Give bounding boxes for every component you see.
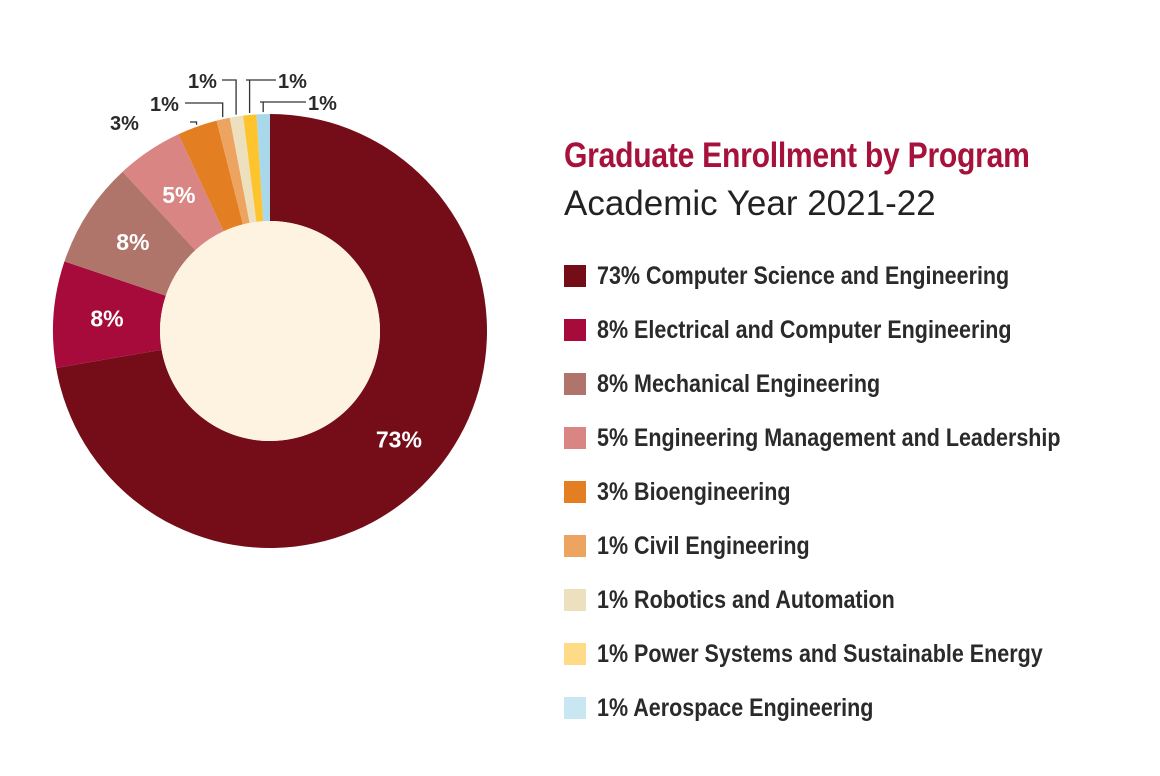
slice-value-label: 1%	[278, 71, 307, 93]
slice-mechanical-engineering	[64, 171, 196, 296]
legend-swatch	[564, 643, 586, 665]
legend-swatch	[564, 319, 586, 341]
chart-subtitle: Academic Year 2021-22	[564, 184, 936, 223]
leader-line	[246, 79, 276, 113]
slice-computer-science-and-engineering	[56, 114, 487, 548]
legend-swatch	[564, 265, 586, 287]
slice-value-label: 1%	[150, 94, 179, 116]
legend-item: 1% Civil Engineering	[564, 519, 1136, 573]
legend-item: 5% Engineering Management and Leadership	[564, 411, 1136, 465]
legend-label: 1% Aerospace Engineering	[597, 693, 874, 722]
leader-line	[185, 102, 224, 118]
slice-value-label: 1%	[188, 71, 217, 93]
slice-value-label: 1%	[308, 93, 337, 115]
legend-label: 8% Mechanical Engineering	[597, 369, 881, 398]
legend-item: 73% Computer Science and Engineering	[564, 249, 1136, 303]
slice-bioengineering	[178, 120, 243, 232]
leader-line	[190, 121, 198, 125]
legend-label: 5% Engineering Management and Leadership	[597, 423, 1061, 452]
slice-value-label: 5%	[162, 182, 195, 208]
legend-item: 1% Robotics and Automation	[564, 573, 1136, 627]
legend-label: 1% Civil Engineering	[597, 531, 810, 560]
donut-hole	[160, 221, 380, 441]
legend-label: 73% Computer Science and Engineering	[597, 261, 1010, 290]
slice-value-label: 73%	[376, 427, 422, 453]
legend-label: 1% Power Systems and Sustainable Energy	[597, 639, 1043, 668]
slice-power-systems-and-sustainable-energy	[243, 114, 264, 222]
slice-electrical-and-computer-engineering	[52, 261, 166, 368]
slice-aerospace-engineering	[256, 114, 270, 222]
donut-chart: 73%8%8%5%3%1%1% 1%1%	[52, 71, 487, 548]
legend-label: 8% Electrical and Computer Engineering	[597, 315, 1012, 344]
legend-item: 1% Power Systems and Sustainable Energy	[564, 627, 1136, 681]
chart-title: Graduate Enrollment by Program	[564, 136, 1030, 175]
leader-line	[222, 79, 237, 115]
legend-item: 3% Bioengineering	[564, 465, 1136, 519]
legend-label: 3% Bioengineering	[597, 477, 791, 506]
slice-civil-engineering	[216, 117, 250, 225]
slice-value-label: 8%	[90, 305, 123, 331]
legend-swatch	[564, 373, 586, 395]
slice-robotics-and-automation	[229, 115, 257, 223]
slice-engineering-management-and-leadership	[122, 134, 224, 251]
leader-line	[260, 101, 306, 113]
chart-legend: 73% Computer Science and Engineering 8% E…	[564, 249, 1136, 735]
legend-swatch	[564, 589, 586, 611]
legend-swatch	[564, 481, 586, 503]
legend-swatch	[564, 535, 586, 557]
legend-swatch	[564, 427, 586, 449]
slice-value-label: 3%	[110, 113, 139, 135]
legend-item: 8% Electrical and Computer Engineering	[564, 303, 1136, 357]
legend-label: 1% Robotics and Automation	[597, 585, 895, 614]
legend-swatch	[564, 697, 586, 719]
slice-value-label: 8%	[116, 229, 149, 255]
legend-item: 8% Mechanical Engineering	[564, 357, 1136, 411]
legend-item: 1% Aerospace Engineering	[564, 681, 1136, 735]
